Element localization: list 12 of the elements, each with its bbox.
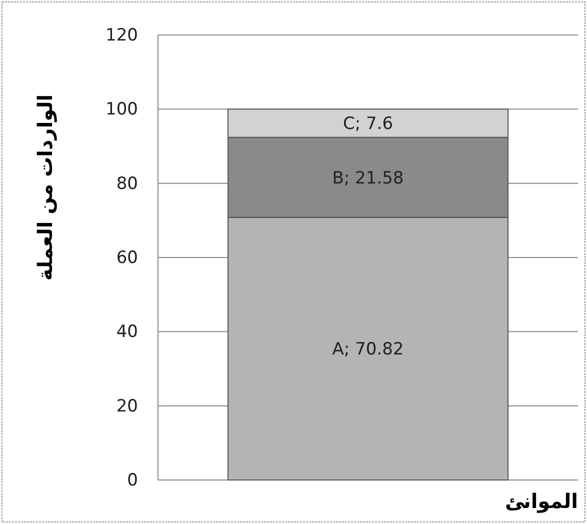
y-tick-label: 80 (116, 174, 138, 194)
y-tick-label: 20 (116, 396, 138, 416)
x-axis-title: الموانئ (504, 489, 578, 513)
y-tick-label: 60 (116, 248, 138, 268)
data-label: A; 70.82 (332, 340, 404, 360)
y-tick-label: 0 (127, 470, 138, 490)
data-label: C; 7.6 (342, 114, 394, 134)
y-tick-label: 100 (106, 100, 138, 120)
data-label: B; 21.58 (332, 168, 404, 188)
y-tick-label: 40 (116, 322, 138, 342)
y-tick-label: 120 (106, 25, 138, 46)
y-axis-title: الواردات من العملة (33, 94, 57, 281)
